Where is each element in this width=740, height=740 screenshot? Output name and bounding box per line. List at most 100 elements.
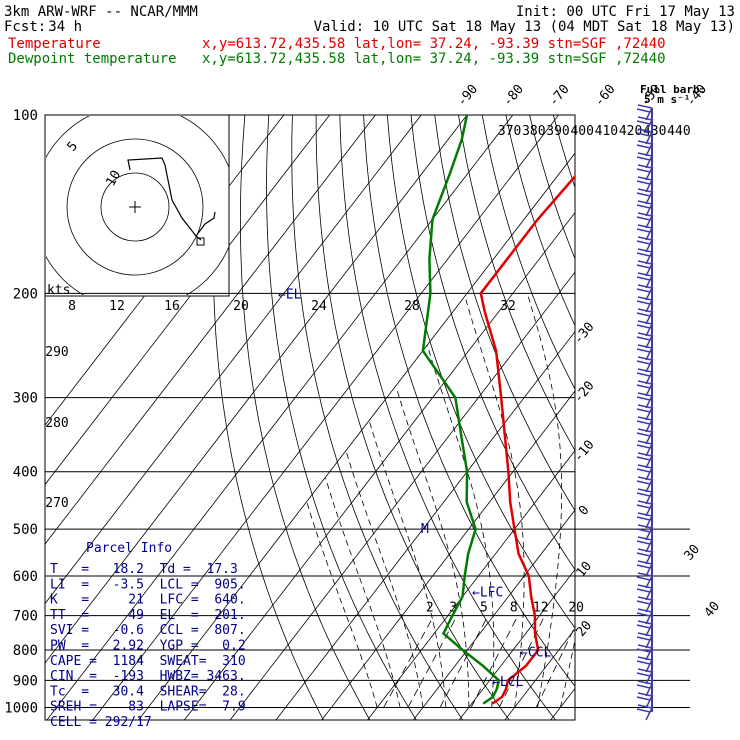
dry-adiabat [696, 115, 740, 720]
full-barb-label: Full barb: [640, 83, 706, 96]
wind-barb-flag [637, 356, 653, 361]
parcel-info-row: SREH = 83 LAPSE= 7.9 [50, 700, 246, 715]
wind-barb-flag [637, 596, 653, 601]
wind-barb-flag [637, 428, 653, 433]
parcel-info-row: LI = -3.5 LCL = 905. [50, 577, 246, 592]
wind-barb-flag [637, 692, 653, 697]
hodograph-rings [46, 116, 229, 295]
isotherm-label: 40 [702, 599, 724, 621]
wind-barb-flag [636, 480, 651, 485]
el-marker: ←EL [278, 288, 302, 303]
lfc-marker: ←LFC [472, 586, 503, 601]
wind-barb-flag [637, 380, 653, 385]
wind-barb-flag [637, 512, 653, 517]
wind-barb-flag [636, 696, 651, 701]
wind-barb-flag [636, 648, 651, 653]
hodograph-speed-tick: 32 [500, 299, 516, 314]
wind-barb-flag [637, 332, 653, 337]
dry-adiabat [529, 115, 575, 260]
parcel-info-row: T = 18.2 Td = 17.3 [50, 562, 238, 577]
theta-label: 370 [498, 124, 521, 139]
isotherm [45, 115, 468, 664]
isotherm [597, 115, 740, 720]
hodograph-speed-tick: 24 [311, 299, 327, 314]
wind-barb-flag [636, 156, 651, 161]
init-time: Init: 00 UTC Fri 17 May 13 [516, 4, 735, 20]
theta-label: 390 [546, 124, 569, 139]
wind-barb-flag [637, 128, 653, 133]
temperature-location: x,y=613.72,435.58 lat,lon= 37.24, -93.39… [202, 36, 666, 52]
theta-label: 410 [595, 124, 618, 139]
wind-barb-flag [637, 536, 653, 541]
wind-barb-flag [636, 444, 651, 449]
wind-barb-flag [636, 120, 651, 125]
theta-label: 280 [45, 416, 68, 431]
wind-barbs [636, 104, 653, 721]
wind-barb-flag [636, 240, 651, 245]
dewpoint-profile [421, 115, 501, 705]
wind-barb-flag [636, 228, 651, 233]
moist-adiabat [465, 299, 525, 708]
wind-barb-flag [636, 276, 651, 281]
valid-time: Valid: 10 UTC Sat 18 May 13 (04 MDT Sat … [314, 19, 735, 35]
wind-barb-flag [636, 168, 651, 173]
wind-barb-flag [636, 684, 651, 689]
hodograph: 105 [44, 114, 230, 297]
pressure-label: 600 [13, 569, 38, 585]
isotherm [413, 509, 575, 720]
dewpoint-location: x,y=613.72,435.58 lat,lon= 37.24, -93.39… [202, 51, 666, 67]
wind-barb-flag [637, 260, 653, 265]
wind-barb-flag [637, 620, 653, 625]
wind-barb-flag [636, 504, 651, 509]
parcel-info-row: PW = 2.92 YGP = 0.2 [50, 639, 246, 654]
hodograph-frame [44, 114, 230, 297]
hodograph-speed-tick: 12 [109, 299, 125, 314]
dry-adiabat [648, 115, 740, 720]
wind-barb-flag [636, 528, 651, 533]
wind-barb-flag [636, 636, 651, 641]
isotherm-label: -90 [455, 82, 482, 110]
hodograph-center [129, 201, 141, 213]
background-lines [45, 115, 740, 720]
wind-barb-flag [636, 588, 651, 593]
wind-barb-flag [636, 612, 651, 617]
wind-barb-flag [637, 416, 653, 421]
level-markers: ←EL ←LFC ←CCL ←LCL M [278, 288, 551, 690]
wind-barb-flag [636, 336, 651, 341]
mixing-ratio-label: 20 [568, 601, 584, 616]
dewpoint-legend: Dewpoint temperature [8, 51, 177, 67]
moist-adiabat [396, 388, 470, 708]
wind-barb-flag [636, 672, 651, 677]
mixing-ratio-line [407, 615, 458, 708]
wind-barb-flag [636, 372, 651, 377]
dry-adiabat [266, 115, 417, 720]
wind-barb-flag [637, 140, 653, 145]
mixing-ratio-label: 12 [533, 601, 549, 616]
wind-barb-flag [636, 288, 651, 293]
parcel-info-row: K = 21 LFC = 640. [50, 593, 246, 608]
mixing-ratio-line [470, 615, 519, 708]
isotherm-label: 10 [574, 559, 596, 581]
dry-adiabat [315, 115, 510, 720]
dry-adiabat [672, 115, 740, 720]
wind-barb-flag [637, 584, 653, 589]
isotherm [138, 152, 575, 720]
full-barb-value: 5 m s⁻¹ [644, 93, 690, 106]
wind-barb-flag [637, 404, 653, 409]
pressure-label: 1000 [4, 700, 38, 716]
wind-barb-flag [636, 384, 651, 389]
wind-barb-flag [637, 344, 653, 349]
hodograph-trace [127, 157, 216, 241]
wind-barb-flag [637, 680, 653, 685]
pressure-label: 800 [13, 643, 38, 659]
mixing-ratio-line [439, 615, 489, 708]
isotherm [642, 115, 740, 720]
wind-barb-flag [636, 396, 651, 401]
mixing-ratio-line [498, 615, 546, 708]
model-title: 3km ARW-WRF -- NCAR/MMM [4, 4, 198, 20]
fcst-value: 34 h [48, 19, 82, 35]
temperature-profile [479, 174, 575, 705]
wind-barb-flag [636, 216, 651, 221]
wind-barb-flag [637, 116, 653, 121]
wind-barb-flag [636, 324, 651, 329]
